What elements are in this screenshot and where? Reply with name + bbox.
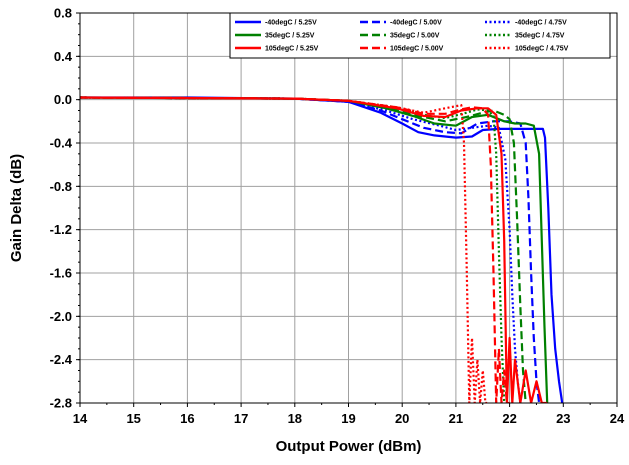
legend-label: 35degC / 5.00V — [390, 33, 440, 40]
series-line-7 — [80, 96, 548, 403]
legend-label: 35degC / 5.25V — [265, 33, 315, 40]
series-line-2 — [80, 96, 541, 403]
series-layer — [80, 96, 564, 403]
legend: -40degC / 5.25V -40degC / 5.00V -40degC / … — [229, 12, 611, 59]
series-line-1 — [80, 96, 564, 403]
legend-label: 105degC / 4.75V — [515, 46, 569, 53]
y-axis-title: Gain Delta (dB) — [8, 154, 25, 262]
legend-label: 105degC / 5.25V — [265, 46, 319, 53]
x-tick-label: 16 — [180, 411, 194, 426]
series-line-3 — [80, 96, 522, 403]
x-tick-label: 15 — [126, 411, 140, 426]
legend-label: -40degC / 5.25V — [265, 20, 317, 27]
y-tick-label: -2.8 — [50, 396, 72, 411]
y-tick-label: -0.8 — [50, 179, 72, 194]
legend-box — [229, 12, 611, 59]
tick-labels: 14 15 16 17 18 19 20 21 22 23 24 0.8 0.4 0.0 -0.4 -0.8 -… — [50, 6, 625, 427]
x-tick-label: 24 — [610, 411, 625, 426]
y-tick-label: -0.4 — [50, 136, 73, 151]
legend-label: -40degC / 5.00V — [390, 20, 442, 27]
x-tick-label: 18 — [288, 411, 302, 426]
legend-label: 35degC / 4.75V — [515, 33, 565, 40]
y-tick-label: 0.0 — [54, 92, 72, 107]
y-tick-label: 0.4 — [54, 49, 73, 64]
x-tick-label: 20 — [395, 411, 409, 426]
y-tick-label: -1.6 — [50, 266, 72, 281]
y-tick-label: 0.8 — [54, 6, 72, 21]
series-line-8 — [80, 96, 510, 403]
y-tick-label: -2.0 — [50, 309, 72, 324]
x-tick-label: 17 — [234, 411, 248, 426]
x-tick-label: 22 — [502, 411, 516, 426]
series-line-9 — [80, 96, 489, 403]
y-tick-label: -2.4 — [50, 352, 73, 367]
x-tick-label: 14 — [73, 411, 88, 426]
legend-label: 105degC / 5.00V — [390, 46, 444, 53]
x-tick-label: 19 — [341, 411, 355, 426]
x-tick-label: 23 — [556, 411, 570, 426]
x-axis-title: Output Power (dBm) — [276, 438, 422, 455]
y-tick-label: -1.2 — [50, 222, 72, 237]
x-tick-label: 21 — [449, 411, 463, 426]
ticks — [76, 12, 618, 407]
legend-label: -40degC / 4.75V — [515, 20, 567, 27]
